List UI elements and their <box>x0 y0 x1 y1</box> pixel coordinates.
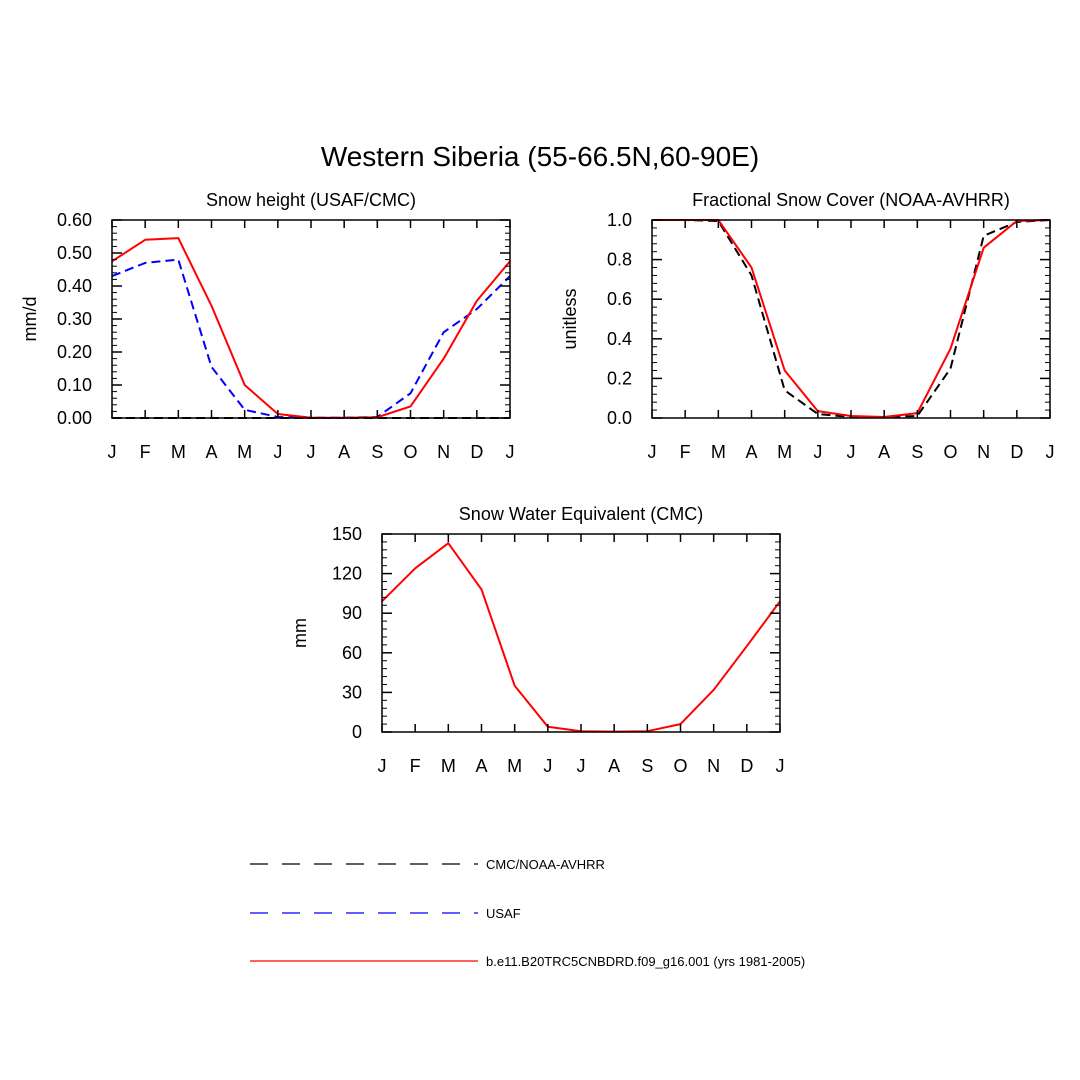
x-tick-label: N <box>707 756 720 776</box>
y-tick-label: 30 <box>342 682 362 702</box>
x-tick-label: A <box>608 756 620 776</box>
panel-snow-water-equivalent: Snow Water Equivalent (CMC)mmJ F M A M J J A S O N… <box>290 504 785 776</box>
series-line-fractional-snow-cover-0 <box>652 219 1051 418</box>
x-tick-label: S <box>911 442 923 462</box>
x-tick-label: M <box>237 442 252 462</box>
y-tick-label: 0.60 <box>57 210 92 230</box>
panel-title: Fractional Snow Cover (NOAA-AVHRR) <box>692 190 1010 210</box>
x-tick-label: M <box>777 442 792 462</box>
y-tick-label: 0.2 <box>607 368 632 388</box>
x-tick-label: M <box>711 442 726 462</box>
x-tick-label: N <box>437 442 450 462</box>
x-tick-label: O <box>403 442 417 462</box>
x-tick-label: J <box>378 756 387 776</box>
y-tick-label: 0.6 <box>607 289 632 309</box>
x-tick-label: F <box>140 442 151 462</box>
y-axis-label: mm <box>290 618 310 648</box>
x-tick-label: J <box>813 442 822 462</box>
y-tick-label: 0.4 <box>607 329 632 349</box>
plot-frame <box>651 219 1051 419</box>
panel-title: Snow height (USAF/CMC) <box>206 190 416 210</box>
legend-label-2: b.e11.B20TRC5CNBDRD.f09_g16.001 (yrs 198… <box>486 954 805 969</box>
x-tick-label: A <box>878 442 890 462</box>
y-tick-label: 1.0 <box>607 210 632 230</box>
x-tick-label: J <box>543 756 552 776</box>
x-tick-label: F <box>680 442 691 462</box>
x-tick-label: O <box>943 442 957 462</box>
y-axis-label: unitless <box>560 288 580 349</box>
x-tick-label: J <box>108 442 117 462</box>
y-axis-label: mm/d <box>20 297 40 342</box>
panel-fractional-snow-cover: Fractional Snow Cover (NOAA-AVHRR) unitle… <box>560 190 1055 462</box>
plot-frame <box>111 219 511 419</box>
x-tick-label: M <box>441 756 456 776</box>
x-tick-label: J <box>577 756 586 776</box>
x-tick-label: A <box>205 442 217 462</box>
y-tick-label: 0 <box>352 722 362 742</box>
y-tick-label: 0.0 <box>607 408 632 428</box>
x-tick-label: F <box>410 756 421 776</box>
series-line-snow-water-equivalent-0 <box>381 542 781 733</box>
panel-snow-height: Snow height (USAF/CMC)mm/dJ F M A M J J A S O N D J0… <box>20 190 515 462</box>
y-tick-label: 0.30 <box>57 309 92 329</box>
x-tick-label: M <box>507 756 522 776</box>
y-tick-label: 60 <box>342 643 362 663</box>
x-tick-label: D <box>470 442 483 462</box>
x-tick-label: J <box>273 442 282 462</box>
x-tick-label: S <box>371 442 383 462</box>
figure-title: Western Siberia (55-66.5N,60-90E) <box>321 141 759 172</box>
x-tick-label: J <box>847 442 856 462</box>
x-tick-label: A <box>475 756 487 776</box>
series-line-fractional-snow-cover-1 <box>652 219 1051 418</box>
y-tick-label: 0.50 <box>57 243 92 263</box>
x-tick-label: A <box>338 442 350 462</box>
y-tick-label: 0.40 <box>57 276 92 296</box>
series-line-snow-height-1 <box>111 258 511 419</box>
x-tick-label: A <box>745 442 757 462</box>
y-tick-label: 0.10 <box>57 375 92 395</box>
x-tick-label: J <box>648 442 657 462</box>
legend: CMC/NOAA-AVHRR USAF b.e11.B20TRC5CNBDRD.f0… <box>250 857 805 969</box>
y-tick-label: 0.8 <box>607 250 632 270</box>
legend-label-0: CMC/NOAA-AVHRR <box>486 857 605 872</box>
panel-title: Snow Water Equivalent (CMC) <box>459 504 703 524</box>
y-tick-label: 120 <box>332 564 362 584</box>
x-tick-label: J <box>506 442 515 462</box>
x-tick-label: S <box>641 756 653 776</box>
series-line-snow-height-2 <box>111 237 511 419</box>
x-tick-label: J <box>776 756 785 776</box>
x-tick-label: O <box>673 756 687 776</box>
y-tick-label: 150 <box>332 524 362 544</box>
y-tick-label: 0.20 <box>57 342 92 362</box>
x-tick-label: J <box>1046 442 1055 462</box>
plot-frame <box>381 533 781 733</box>
x-tick-label: J <box>307 442 316 462</box>
legend-label-1: USAF <box>486 906 521 921</box>
x-tick-label: M <box>171 442 186 462</box>
x-tick-label: D <box>1010 442 1023 462</box>
x-tick-label: D <box>740 756 753 776</box>
y-tick-label: 0.00 <box>57 408 92 428</box>
x-tick-label: N <box>977 442 990 462</box>
y-tick-label: 90 <box>342 603 362 623</box>
